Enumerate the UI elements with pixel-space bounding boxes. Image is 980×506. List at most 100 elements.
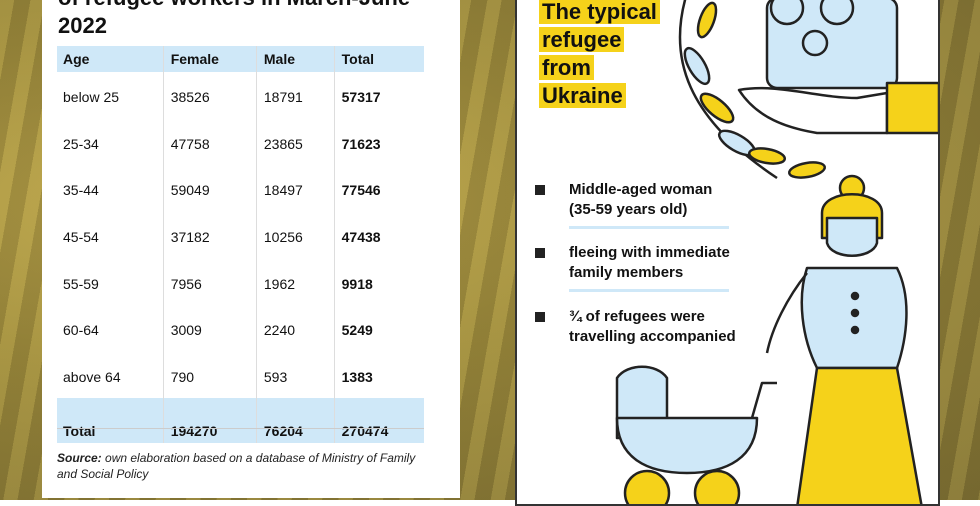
table-cell: 25-34 <box>63 135 99 152</box>
leaf <box>696 1 718 39</box>
pram-body <box>615 416 759 475</box>
header-cell: Female <box>162 46 257 72</box>
wheel <box>623 469 671 504</box>
table-cell: 593 <box>255 351 335 399</box>
table-cell: 1383 <box>333 351 424 399</box>
wheel <box>693 469 741 504</box>
table-cell: 60-64 <box>63 322 99 339</box>
table-cell: 2240 <box>255 304 335 352</box>
table-row: 60-64 3009 2240 5249 <box>57 304 424 352</box>
table-row: 55-59 7956 1962 9918 <box>57 258 424 305</box>
title-line: The typical <box>539 0 660 26</box>
table-row: below 25 38526 18791 57317 <box>57 72 424 119</box>
table-cell: 55-59 <box>63 275 99 292</box>
bullet-line: ¾ of refugees were <box>569 308 705 325</box>
sleeve <box>885 81 938 135</box>
total-cell: 76204 <box>255 398 335 444</box>
header-row: Age Female Male Total <box>57 46 424 72</box>
table-cell: 71623 <box>333 118 424 166</box>
table-cell: 59049 <box>162 165 257 212</box>
head <box>801 29 829 57</box>
leaf <box>787 161 827 179</box>
table-cell: 5249 <box>333 304 424 352</box>
table-cell: 18497 <box>255 165 335 212</box>
title-line: Ukraine <box>539 82 660 110</box>
illustration <box>615 0 938 504</box>
table-cell: 38526 <box>162 72 257 119</box>
table-cell: 9918 <box>333 258 424 305</box>
table-title: of refugee workers in March-June2022 <box>58 0 410 40</box>
total-cell: Total <box>57 398 164 444</box>
table-row: 35-44 59049 18497 77546 <box>57 165 424 212</box>
title-line: from <box>539 54 660 82</box>
source-label: Source: <box>57 451 102 465</box>
table-cell: 77546 <box>333 165 424 212</box>
bullet-square <box>535 312 545 322</box>
family <box>765 0 899 90</box>
bullet: Middle-aged woman (35-59 years old) <box>535 180 712 220</box>
table-cell: 45-54 <box>63 229 99 246</box>
title-text: from <box>539 55 594 80</box>
title-text: The typical <box>539 0 660 24</box>
source-line: Source: own elaboration based on a datab… <box>57 450 415 466</box>
bullet-text: fleeing with immediate family members <box>569 243 730 283</box>
table-cell: 23865 <box>255 118 335 166</box>
leaf <box>747 147 787 165</box>
bullet-separator <box>569 289 729 292</box>
button <box>850 325 860 335</box>
title-text: refugee <box>539 27 625 52</box>
bullet-line: fleeing with immediate <box>569 244 730 261</box>
total-cell: 194270 <box>162 398 257 444</box>
header-cell: Male <box>255 46 335 72</box>
bullet-line: (35-59 years old) <box>569 201 688 218</box>
total-cell: 270474 <box>333 398 424 444</box>
table-row: above 64 790 593 1383 <box>57 351 424 399</box>
table-cell: 18791 <box>255 72 335 119</box>
pram-handle <box>750 381 777 419</box>
header-cell: Total <box>333 46 424 72</box>
hand <box>737 86 889 135</box>
infographic-card: The typical refugee from Ukraine Middle-age… <box>515 0 940 506</box>
head <box>819 0 855 26</box>
title-line: refugee <box>539 26 660 54</box>
source-text: and Social Policy <box>57 467 149 481</box>
table-cell: 3009 <box>162 304 257 352</box>
bullet-line: travelling accompanied <box>569 328 736 345</box>
face <box>825 216 879 257</box>
skirt <box>796 366 923 504</box>
header-cell: Age <box>57 46 164 72</box>
button <box>850 291 860 301</box>
title-text: Ukraine <box>539 83 626 108</box>
bullet-line: Middle-aged woman <box>569 181 713 198</box>
total-row: Total 194270 76204 270474 <box>57 398 424 444</box>
table-cell: 1962 <box>255 258 335 305</box>
source-note: Source: own elaboration based on a datab… <box>57 450 415 482</box>
table-card: of refugee workers in March-June2022 Age… <box>42 0 460 498</box>
bullet: fleeing with immediate family members <box>535 243 730 283</box>
table-row: 25-34 47758 23865 71623 <box>57 118 424 166</box>
table-cell: 35-44 <box>63 182 99 199</box>
table-cell: above 64 <box>63 368 121 385</box>
bullet: ¾ of refugees were travelling accompanied <box>535 307 736 347</box>
bullet-text: ¾ of refugees were travelling accompanied <box>569 307 736 347</box>
table-row: 45-54 37182 10256 47438 <box>57 211 424 259</box>
source-text: own elaboration based on a database of M… <box>105 451 416 465</box>
source-line: and Social Policy <box>57 466 415 482</box>
leaf <box>699 92 735 124</box>
arm <box>765 272 808 354</box>
bullet-square <box>535 185 545 195</box>
bullet-text: Middle-aged woman (35-59 years old) <box>569 180 712 220</box>
bullet-square <box>535 248 545 258</box>
table-cell: 57317 <box>333 72 424 119</box>
title-line: 2022 <box>58 13 107 38</box>
table-cell: 10256 <box>255 211 335 259</box>
table-cell: 790 <box>162 351 257 399</box>
table-cell: 37182 <box>162 211 257 259</box>
bullet-line: family members <box>569 264 684 281</box>
data-table: Age Female Male Total below 25 38526 18791 5731… <box>57 46 424 444</box>
jacket <box>800 266 908 370</box>
head <box>769 0 805 26</box>
table-cell: 47758 <box>162 118 257 166</box>
infographic-title: The typical refugee from Ukraine <box>539 0 660 110</box>
